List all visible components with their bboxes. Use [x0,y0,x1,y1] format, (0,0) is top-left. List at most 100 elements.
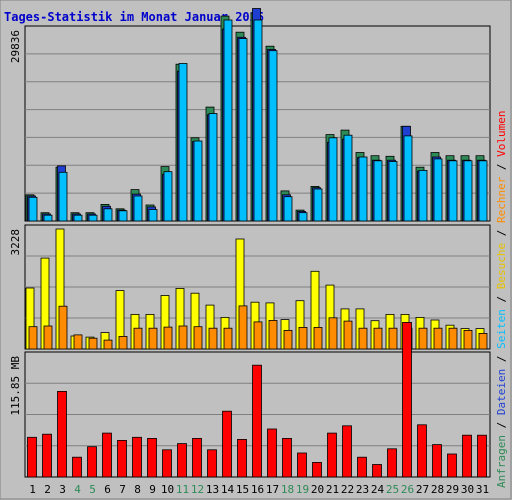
panel-middle: 3228 [9,224,491,350]
bar-volumen-day-24 [372,464,382,478]
bar-seiten-day-6 [103,208,113,222]
x-label-day-8: 8 [134,483,141,496]
legend-item-separator: / [495,289,508,309]
bar-rechner-day-14 [223,327,233,350]
bar-volumen-day-13 [207,449,217,478]
legend-item-separator: / [495,415,508,435]
panel-ymax-label: 3228 [9,229,22,256]
bar-volumen-day-23 [357,456,367,478]
bar-seiten-day-13 [208,113,218,222]
x-label-day-6: 6 [104,483,111,496]
x-label-day-3: 3 [59,483,66,496]
bar-volumen-day-6 [102,432,112,478]
bar-rechner-day-1 [28,326,38,350]
bar-seiten-day-14 [223,19,233,222]
bar-rechner-day-30 [463,329,473,350]
bar-volumen-day-17 [267,428,277,478]
panel-bottom: 115.85 MB [9,321,491,478]
panel-top: 29836 [9,8,491,222]
bar-rechner-day-9 [148,327,158,350]
bar-seiten-day-25 [388,161,398,222]
bar-seiten-day-1 [28,196,38,222]
bar-volumen-day-7 [117,439,127,478]
bar-rechner-day-20 [313,326,323,350]
x-label-day-2: 2 [44,483,51,496]
bar-rechner-day-7 [118,335,128,350]
x-label-day-24: 24 [371,483,385,496]
bar-seiten-day-15 [238,38,248,222]
bar-seiten-day-18 [283,196,293,222]
bar-seiten-day-31 [478,160,488,222]
bar-rechner-day-28 [433,327,443,350]
bar-rechner-day-10 [163,326,173,350]
bar-volumen-day-25 [387,448,397,478]
bar-volumen-day-8 [132,436,142,478]
bar-volumen-day-2 [42,433,52,478]
bar-rechner-day-2 [43,325,53,350]
bar-volumen-day-22 [342,425,352,478]
legend-item-dateien: Dateien [495,369,508,415]
bar-seiten-day-28 [433,158,443,222]
bar-seiten-day-12 [193,140,203,222]
bar-volumen-day-29 [447,453,457,478]
bar-seiten-day-2 [43,214,53,222]
x-label-day-12: 12 [191,483,204,496]
x-label-day-30: 30 [461,483,474,496]
x-label-day-5: 5 [89,483,96,496]
bar-volumen-day-11 [177,443,187,478]
x-label-day-27: 27 [416,483,429,496]
bar-volumen-day-21 [327,432,337,478]
x-label-day-29: 29 [446,483,459,496]
bar-seiten-day-4 [73,214,83,222]
bar-volumen-day-9 [147,437,157,478]
bar-seiten-day-10 [163,171,173,222]
bar-volumen-day-3 [57,390,67,478]
legend-item-separator: / [495,349,508,369]
bar-volumen-day-20 [312,461,322,478]
bar-seiten-day-27 [418,169,428,222]
chart-title: Tages-Statistik im Monat Januar 2025 [4,10,264,24]
bar-volumen-day-10 [162,449,172,478]
x-label-day-17: 17 [266,483,279,496]
bar-seiten-day-22 [343,134,353,222]
bar-seiten-day-30 [463,160,473,222]
x-label-day-9: 9 [149,483,156,496]
bar-seiten-day-9 [148,209,158,222]
bar-volumen-day-30 [462,434,472,478]
x-label-day-25: 25 [386,483,399,496]
x-label-day-31: 31 [476,483,489,496]
bar-seiten-day-11 [178,63,188,222]
x-label-day-7: 7 [119,483,126,496]
bar-seiten-day-19 [298,212,308,222]
bar-seiten-day-29 [448,160,458,222]
bar-seiten-day-17 [268,50,278,222]
x-label-day-23: 23 [356,483,369,496]
x-label-day-11: 11 [176,483,189,496]
legend-item-volumen: Volumen [495,110,508,156]
bar-seiten-day-8 [133,195,143,222]
bar-rechner-day-16 [253,321,263,350]
x-label-day-28: 28 [431,483,444,496]
bar-seiten-day-26 [403,135,413,222]
x-label-day-19: 19 [296,483,309,496]
bar-rechner-day-29 [448,327,458,350]
bar-volumen-day-14 [222,410,232,478]
right-legend: Anfragen / Dateien / Seiten / Besuche / … [495,110,508,488]
bar-volumen-day-19 [297,452,307,478]
bar-seiten-day-3 [58,171,68,222]
x-label-day-10: 10 [161,483,174,496]
x-axis-labels: 1 2 3 4 5 6 7 8 9 10 11 12 13 14 15 16 17 18 19 20 21 22 23 24 2… [29,483,489,496]
legend-item-rechner: Rechner [495,176,508,223]
bar-seiten-day-16 [253,19,263,222]
bar-volumen-day-1 [27,436,37,478]
bar-rechner-day-12 [193,326,203,350]
bar-rechner-day-17 [268,319,278,350]
bar-rechner-day-31 [478,332,488,350]
bar-volumen-day-12 [192,437,202,478]
bar-volumen-day-28 [432,444,442,478]
legend-item-seiten: Seiten [495,309,508,349]
bar-volumen-day-16 [252,364,262,478]
x-label-day-1: 1 [29,483,36,496]
x-label-day-16: 16 [251,483,264,496]
bar-rechner-day-27 [418,327,428,350]
